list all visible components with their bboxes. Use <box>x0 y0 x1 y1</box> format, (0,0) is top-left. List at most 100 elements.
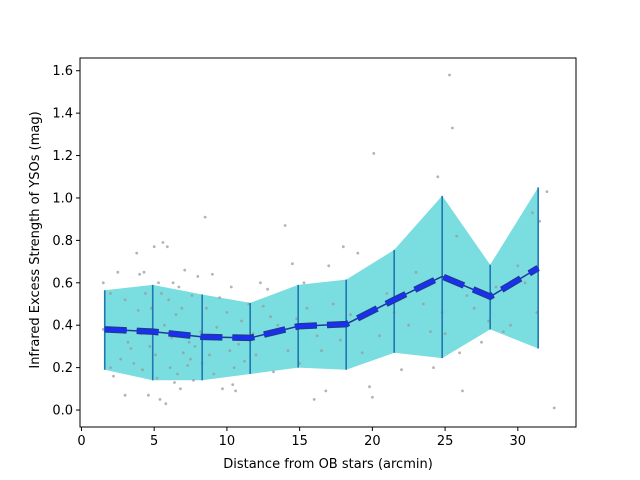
scatter-point <box>552 406 556 410</box>
scatter-point <box>429 330 432 333</box>
scatter-point <box>436 175 440 179</box>
scatter-point <box>320 349 323 353</box>
scatter-point <box>142 270 146 274</box>
scatter-point <box>163 323 166 327</box>
scatter-point <box>208 353 211 357</box>
scatter-point <box>177 285 181 289</box>
scatter-point <box>123 393 127 397</box>
scatter-point <box>331 302 335 306</box>
scatter-point <box>232 366 236 369</box>
x-tick-label: 25 <box>437 434 454 449</box>
scatter-point <box>341 245 345 249</box>
scatter-point <box>305 306 309 310</box>
scatter-point <box>261 304 265 308</box>
scatter-point <box>179 387 182 391</box>
scatter-point <box>243 359 246 363</box>
scatter-point <box>432 366 435 369</box>
scatter-point <box>129 347 133 350</box>
scatter-point <box>173 381 176 384</box>
scatter-point <box>545 190 549 194</box>
scatter-point <box>205 306 208 310</box>
x-tick-label: 5 <box>150 434 158 449</box>
scatter-point <box>259 281 262 285</box>
scatter-point <box>327 264 331 268</box>
scatter-point <box>138 272 142 276</box>
scatter-point <box>167 298 171 302</box>
scatter-point <box>186 364 190 367</box>
y-tick-label: 1.6 <box>52 64 73 79</box>
x-tick-label: 15 <box>291 434 308 449</box>
y-tick-label: 1.4 <box>52 107 73 122</box>
scatter-point <box>400 368 403 372</box>
scatter-point <box>155 376 159 380</box>
scatter-point <box>164 402 168 406</box>
scatter-point <box>189 357 192 361</box>
scatter-point <box>112 374 115 378</box>
scatter-point <box>272 370 275 374</box>
x-tick-label: 30 <box>510 434 527 449</box>
scatter-point <box>160 292 163 295</box>
scatter-point <box>371 395 374 399</box>
scatter-point <box>283 224 287 227</box>
scatter-point <box>312 398 316 401</box>
x-tick-label: 10 <box>219 434 236 449</box>
scatter-point <box>360 351 364 355</box>
x-axis-label: Distance from OB stars (arcmin) <box>223 457 433 472</box>
scatter-point <box>171 281 175 285</box>
scatter-point <box>109 366 112 369</box>
scatter-point <box>211 272 214 276</box>
scatter-point <box>168 366 172 369</box>
scatter-point <box>451 126 454 130</box>
scatter-point <box>228 349 232 353</box>
scatter-point <box>126 340 130 344</box>
scatter-point <box>315 334 319 338</box>
scatter-point <box>135 251 139 255</box>
scatter-point <box>349 313 352 316</box>
x-tick-label: 0 <box>77 434 85 449</box>
scatter-point <box>443 332 447 336</box>
scatter-point <box>372 152 376 155</box>
scatter-point <box>109 292 112 295</box>
scatter-point <box>229 285 233 289</box>
scatter-point <box>356 251 360 255</box>
scatter-point <box>170 336 174 340</box>
plot-area <box>101 73 556 410</box>
scatter-point <box>190 294 194 297</box>
scatter-point <box>231 383 235 386</box>
scatter-point <box>116 270 120 274</box>
scatter-point <box>154 353 158 357</box>
scatter-point <box>458 351 461 355</box>
scatter-point <box>480 340 483 344</box>
scatter-point <box>193 345 197 348</box>
scatter-point <box>101 281 105 285</box>
scatter-point <box>385 292 389 295</box>
y-tick-label: 0.8 <box>52 234 73 249</box>
scatter-point <box>157 281 160 285</box>
y-tick-label: 1.0 <box>52 191 73 206</box>
scatter-point <box>461 389 464 393</box>
scatter-point <box>472 306 476 310</box>
y-tick-label: 0.2 <box>52 361 73 376</box>
scatter-point <box>215 325 219 329</box>
x-tick-label: 20 <box>364 434 381 449</box>
scatter-point <box>501 330 505 333</box>
scatter-point <box>494 285 498 289</box>
scatter-point <box>324 389 328 393</box>
scatter-point <box>165 245 169 249</box>
scatter-point <box>291 262 294 266</box>
scatter-point <box>225 311 229 314</box>
axes-frame <box>79 57 577 428</box>
scatter-point <box>448 73 451 77</box>
scatter-point <box>181 351 185 355</box>
axes: 0 5 10 15 20 25 30 0.0 0.2 0.4 0.6 0.8 1.0 1.2 1.4 1.6 <box>52 57 577 449</box>
scatter-point <box>523 281 527 285</box>
y-tick-label: 0.6 <box>52 276 73 291</box>
scatter-point <box>144 292 147 295</box>
scatter-point <box>141 368 144 372</box>
scatter-point <box>368 385 371 389</box>
scatter-point <box>455 234 459 238</box>
y-tick-label: 0.0 <box>52 404 73 419</box>
scatter-point <box>148 345 152 348</box>
